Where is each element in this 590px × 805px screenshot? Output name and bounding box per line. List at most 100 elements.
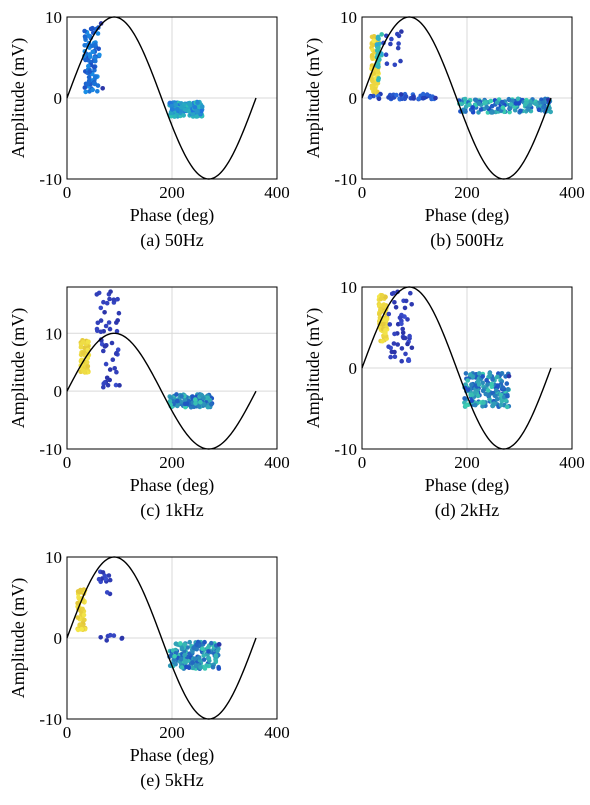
- data-point: [400, 330, 406, 336]
- data-point: [376, 64, 381, 70]
- data-point: [98, 635, 103, 640]
- data-point: [198, 399, 203, 405]
- data-point: [216, 642, 222, 647]
- data-point: [101, 348, 106, 354]
- data-point: [80, 350, 86, 356]
- data-point: [386, 95, 391, 100]
- panel-b: 0 200 400 -10 0 10 Phase (deg) Amplitude (mV) (b…: [295, 0, 590, 265]
- y-tick-label: 10: [340, 8, 357, 27]
- data-point: [495, 383, 501, 388]
- data-point: [420, 95, 426, 101]
- data-point: [95, 320, 101, 326]
- data-point: [398, 58, 403, 64]
- data-point: [78, 345, 84, 350]
- data-point: [398, 92, 404, 97]
- data-point: [540, 100, 546, 105]
- data-point: [200, 646, 205, 652]
- data-point: [396, 41, 401, 46]
- data-point: [77, 589, 82, 595]
- data-point: [193, 663, 199, 669]
- data-point: [83, 89, 88, 95]
- data-point: [512, 107, 518, 113]
- data-point: [215, 648, 220, 654]
- data-point: [403, 351, 408, 357]
- data-point: [115, 318, 120, 323]
- data-point: [82, 28, 87, 34]
- x-tick-label: 400: [264, 453, 290, 472]
- data-point: [492, 393, 498, 399]
- data-point: [384, 316, 390, 322]
- data-point: [107, 377, 112, 383]
- data-point: [508, 102, 514, 107]
- data-point: [381, 321, 386, 327]
- sine-curve: [66, 16, 257, 180]
- data-point: [389, 36, 394, 42]
- data-point: [499, 99, 505, 105]
- data-point: [194, 109, 200, 114]
- axes-frame: [66, 16, 278, 180]
- data-point: [489, 381, 494, 387]
- data-point: [397, 315, 403, 321]
- data-point: [389, 291, 395, 297]
- y-axis-label: Amplitude (mV): [303, 38, 324, 158]
- panel-e: 0 200 400 -10 0 10 Phase (deg) Amplitude (mV) (e…: [0, 540, 295, 805]
- axes-frame: [361, 286, 573, 450]
- data-point: [198, 665, 203, 670]
- x-tick-label: 0: [63, 183, 72, 202]
- data-point: [371, 38, 377, 44]
- axes-frame: [66, 286, 278, 450]
- data-point: [416, 96, 422, 102]
- panel-d: 0 200 400 -10 0 10 Phase (deg) Amplitude (mV) (d…: [295, 270, 590, 535]
- data-point: [209, 640, 214, 646]
- axes-frame: [361, 16, 573, 180]
- data-point: [484, 104, 490, 110]
- data-point: [114, 369, 119, 375]
- y-tick-label: -10: [334, 440, 357, 459]
- data-point: [104, 300, 110, 306]
- data-point: [75, 615, 81, 620]
- data-point: [399, 29, 404, 34]
- data-point: [387, 322, 393, 327]
- data-point: [195, 100, 200, 105]
- data-point: [400, 326, 405, 332]
- data-point: [174, 398, 180, 404]
- axes-frame: [66, 556, 278, 720]
- data-point: [186, 101, 192, 106]
- data-point: [376, 77, 381, 83]
- data-point: [504, 404, 510, 410]
- data-point: [399, 321, 404, 327]
- data-point: [96, 46, 101, 52]
- data-point: [493, 388, 499, 393]
- panel-c: 0 200 400 -10 0 10 Phase (deg) Amplitude (mV) (c…: [0, 270, 295, 535]
- data-point: [183, 664, 189, 670]
- data-point: [82, 43, 87, 48]
- x-tick-label: 400: [264, 723, 290, 742]
- data-point: [187, 639, 192, 645]
- data-point: [465, 378, 470, 383]
- data-point: [87, 52, 92, 57]
- data-point: [386, 344, 391, 349]
- data-point: [193, 401, 198, 406]
- y-axis-label: Amplitude (mV): [8, 578, 29, 698]
- data-point: [395, 289, 400, 295]
- data-point: [102, 573, 108, 578]
- data-point: [213, 658, 219, 664]
- data-point: [196, 655, 202, 660]
- data-point: [465, 387, 471, 393]
- data-point: [175, 106, 180, 112]
- data-point: [107, 577, 113, 583]
- data-point: [480, 380, 485, 386]
- data-point: [494, 396, 500, 402]
- data-point: [111, 297, 116, 302]
- data-point: [81, 368, 86, 374]
- data-point: [172, 114, 177, 119]
- data-point: [103, 323, 109, 329]
- data-point: [463, 371, 469, 376]
- data-point: [173, 661, 178, 667]
- sine-curve: [66, 332, 257, 450]
- data-point: [185, 645, 190, 650]
- data-point: [391, 341, 397, 346]
- y-tick-label: -10: [39, 440, 62, 459]
- y-axis-label: Amplitude (mV): [303, 308, 324, 428]
